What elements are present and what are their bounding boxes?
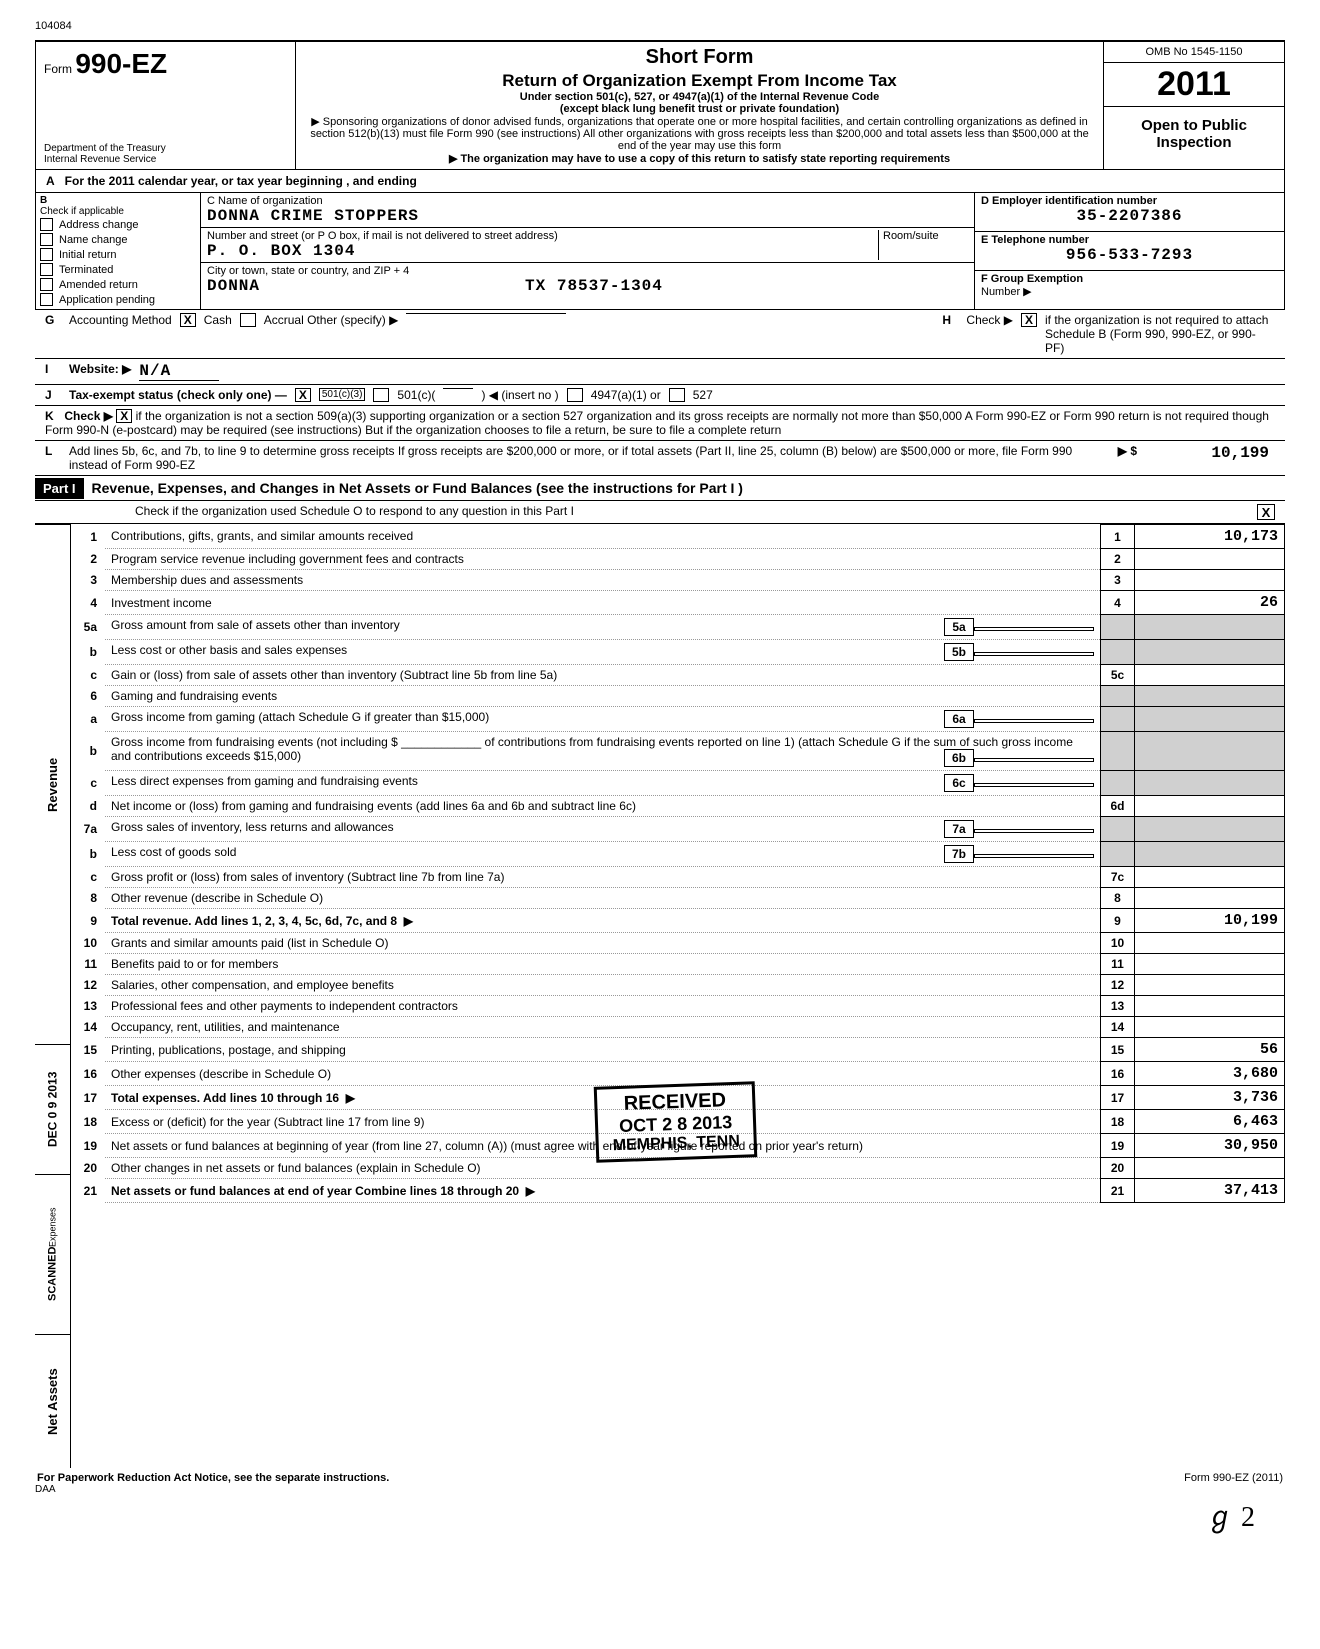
line-row: c Gross profit or (loss) from sales of i…	[71, 867, 1285, 888]
line-i: I Website: ▶ N/A	[35, 359, 1285, 385]
chk-4947[interactable]	[567, 388, 583, 402]
line-row: c Gain or (loss) from sale of assets oth…	[71, 665, 1285, 686]
line-row: c Less direct expenses from gaming and f…	[71, 771, 1285, 796]
subtitle-sponsor: ▶ Sponsoring organizations of donor advi…	[304, 115, 1095, 152]
org-name: DONNA CRIME STOPPERS	[207, 207, 968, 225]
open-public: Open to Public Inspection	[1104, 107, 1284, 161]
line-row: 4 Investment income 4 26	[71, 591, 1285, 615]
line-row: b Gross income from fundraising events (…	[71, 732, 1285, 771]
line-row: 2 Program service revenue including gove…	[71, 549, 1285, 570]
title-short-form: Short Form	[304, 46, 1095, 69]
room-label: Room/suite	[878, 230, 968, 260]
c-city-label: City or town, state or country, and ZIP …	[207, 265, 968, 277]
line-row: 1 Contributions, gifts, grants, and simi…	[71, 525, 1285, 549]
chk-schedule-o[interactable]: X	[1257, 504, 1275, 520]
received-stamp: RECEIVED OCT 2 8 2013 MEMPHIS, TENN	[594, 1081, 758, 1163]
vlabel-netassets: Net Assets	[35, 1334, 71, 1468]
block-b-c-d: B Check if applicable Address change Nam…	[35, 193, 1285, 310]
footer: For Paperwork Reduction Act Notice, see …	[35, 1468, 1285, 1484]
part1-check: Check if the organization used Schedule …	[35, 501, 1285, 524]
website: N/A	[139, 362, 219, 381]
line-l: L Add lines 5b, 6c, and 7b, to line 9 to…	[35, 441, 1285, 476]
d-label: D Employer identification number	[981, 195, 1278, 207]
chk-accrual[interactable]	[240, 313, 256, 327]
line-row: 5a Gross amount from sale of assets othe…	[71, 615, 1285, 640]
subtitle-except: (except black lung benefit trust or priv…	[304, 103, 1095, 115]
line-row: 10 Grants and similar amounts paid (list…	[71, 933, 1285, 954]
line-row: 20 Other changes in net assets or fund b…	[71, 1158, 1285, 1179]
f-label: F Group Exemption	[981, 273, 1278, 285]
part1-header: Part I Revenue, Expenses, and Changes in…	[35, 476, 1285, 501]
line-row: 14 Occupancy, rent, utilities, and maint…	[71, 1017, 1285, 1038]
line-row: 12 Salaries, other compensation, and emp…	[71, 975, 1285, 996]
line-a: A For the 2011 calendar year, or tax yea…	[35, 170, 1285, 193]
daa: DAA	[35, 1484, 1285, 1495]
title-return: Return of Organization Exempt From Incom…	[304, 71, 1095, 91]
chk-501c3[interactable]: X	[295, 388, 311, 402]
initials: ℊ 2	[35, 1495, 1285, 1535]
phone: 956-533-7293	[981, 246, 1278, 264]
chk-cash[interactable]: X	[180, 313, 196, 327]
line-row: 15 Printing, publications, postage, and …	[71, 1038, 1285, 1062]
f-number: Number ▶	[981, 285, 1278, 298]
org-city: DONNA TX 78537-1304	[207, 277, 968, 295]
line-g-h: G Accounting Method X Cash Accrual Other…	[35, 310, 1285, 359]
form-number: 990-EZ	[75, 48, 167, 79]
chk-amended[interactable]	[40, 278, 53, 291]
ein: 35-2207386	[981, 207, 1278, 225]
org-address: P. O. BOX 1304	[207, 242, 878, 260]
chk-name[interactable]	[40, 233, 53, 246]
chk-address[interactable]	[40, 218, 53, 231]
line-row: 11 Benefits paid to or for members 11	[71, 954, 1285, 975]
line-row: 21 Net assets or fund balances at end of…	[71, 1179, 1285, 1203]
lines-grid: Revenue DEC 0 9 2013 SCANNEDExpenses Net…	[35, 524, 1285, 1468]
e-label: E Telephone number	[981, 234, 1278, 246]
dept-treasury: Department of the Treasury	[44, 143, 287, 154]
gross-receipts: 10,199	[1145, 444, 1275, 462]
chk-k[interactable]: X	[116, 409, 132, 423]
line-row: d Net income or (loss) from gaming and f…	[71, 796, 1285, 817]
line-row: 7a Gross sales of inventory, less return…	[71, 817, 1285, 842]
vlabel-scanned: SCANNEDExpenses	[35, 1174, 71, 1334]
c-name-label: C Name of organization	[207, 195, 968, 207]
line-row: 8 Other revenue (describe in Schedule O)…	[71, 888, 1285, 909]
line-row: b Less cost or other basis and sales exp…	[71, 640, 1285, 665]
form-prefix: Form	[44, 62, 72, 76]
subtitle-copy: ▶ The organization may have to use a cop…	[304, 152, 1095, 165]
chk-h[interactable]: X	[1021, 313, 1037, 327]
b-header: Check if applicable	[40, 206, 196, 217]
dept-irs: Internal Revenue Service	[44, 154, 287, 165]
line-k: K Check ▶ X if the organization is not a…	[35, 406, 1285, 441]
vlabel-revenue: Revenue	[35, 524, 71, 1044]
omb-number: OMB No 1545-1150	[1104, 42, 1284, 63]
line-row: a Gross income from gaming (attach Sched…	[71, 707, 1285, 732]
line-row: 3 Membership dues and assessments 3	[71, 570, 1285, 591]
chk-initial[interactable]	[40, 248, 53, 261]
c-addr-label: Number and street (or P O box, if mail i…	[207, 230, 878, 242]
line-row: 6 Gaming and fundraising events	[71, 686, 1285, 707]
line-row: 9 Total revenue. Add lines 1, 2, 3, 4, 5…	[71, 909, 1285, 933]
tax-year: 2011	[1104, 63, 1284, 107]
line-row: 16 Other expenses (describe in Schedule …	[71, 1062, 1285, 1086]
chk-527[interactable]	[669, 388, 685, 402]
chk-501c[interactable]	[373, 388, 389, 402]
top-code: 104084	[35, 20, 1285, 32]
subtitle-code: Under section 501(c), 527, or 4947(a)(1)…	[304, 91, 1095, 103]
line-j: J Tax-exempt status (check only one) — X…	[35, 385, 1285, 406]
vlabel-date: DEC 0 9 2013	[35, 1044, 71, 1174]
chk-pending[interactable]	[40, 293, 53, 306]
chk-terminated[interactable]	[40, 263, 53, 276]
form-header: Form 990-EZ Department of the Treasury I…	[35, 40, 1285, 170]
line-row: 13 Professional fees and other payments …	[71, 996, 1285, 1017]
line-row: b Less cost of goods sold7b	[71, 842, 1285, 867]
